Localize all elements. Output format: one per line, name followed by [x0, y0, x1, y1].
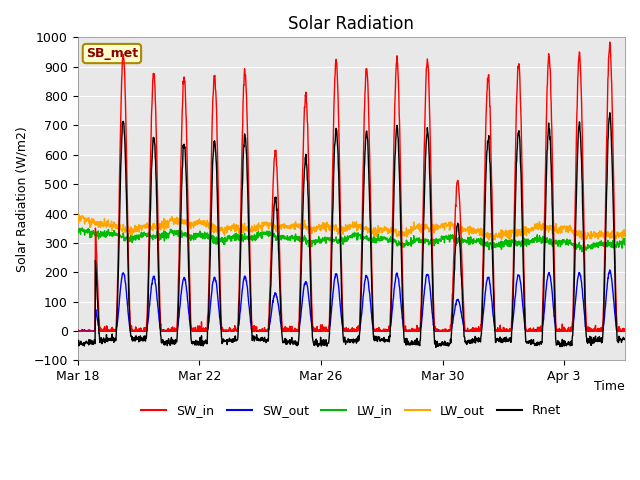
LW_in [104, 230, 111, 236]
Rnet [399, 310, 407, 315]
SW_out [103, 326, 111, 332]
LW_out [488, 239, 495, 245]
SW_out [621, 327, 629, 333]
LW_out [341, 225, 349, 230]
Text: SB_met: SB_met [86, 47, 138, 60]
LW_in [578, 249, 586, 255]
Rnet [499, 340, 506, 346]
Line: Rnet: Rnet [77, 113, 625, 348]
SW_out [399, 320, 407, 325]
SW_in [74, 328, 81, 334]
SW_in [184, 193, 192, 199]
SW_in [621, 326, 629, 332]
LW_out [104, 219, 111, 225]
Legend: SW_in, SW_out, LW_in, LW_out, Rnet: SW_in, SW_out, LW_in, LW_out, Rnet [136, 399, 566, 422]
LW_out [184, 220, 192, 226]
Rnet [184, 233, 192, 239]
LW_in [621, 242, 629, 248]
LW_out [399, 231, 407, 237]
Y-axis label: Solar Radiation (W/m2): Solar Radiation (W/m2) [15, 126, 28, 272]
Rnet [340, 337, 348, 343]
SW_in [103, 324, 111, 329]
Rnet [621, 336, 629, 342]
Line: LW_out: LW_out [77, 215, 625, 242]
SW_out [371, 328, 379, 334]
Rnet [432, 345, 440, 350]
SW_in [498, 328, 506, 334]
SW_out [74, 328, 81, 334]
Rnet [74, 341, 81, 347]
SW_out [498, 328, 506, 334]
LW_in [371, 240, 379, 246]
LW_in [74, 227, 81, 233]
LW_out [74, 214, 81, 219]
LW_out [499, 235, 506, 240]
LW_out [75, 212, 83, 217]
LW_in [399, 244, 407, 250]
SW_out [340, 327, 348, 333]
Rnet [606, 110, 614, 116]
LW_in [184, 233, 192, 239]
Rnet [103, 335, 111, 341]
Text: Time: Time [595, 380, 625, 393]
Line: LW_in: LW_in [77, 228, 625, 252]
LW_in [341, 233, 349, 239]
Line: SW_in: SW_in [77, 42, 625, 331]
Title: Solar Radiation: Solar Radiation [289, 15, 414, 33]
SW_in [606, 39, 614, 45]
LW_in [79, 225, 86, 231]
SW_in [340, 325, 348, 331]
Rnet [371, 333, 379, 339]
Line: SW_out: SW_out [77, 270, 625, 331]
LW_out [621, 233, 629, 239]
SW_out [184, 300, 192, 305]
SW_out [606, 267, 614, 273]
LW_in [499, 239, 506, 244]
LW_out [371, 232, 379, 238]
SW_in [399, 289, 407, 295]
SW_in [371, 326, 379, 332]
